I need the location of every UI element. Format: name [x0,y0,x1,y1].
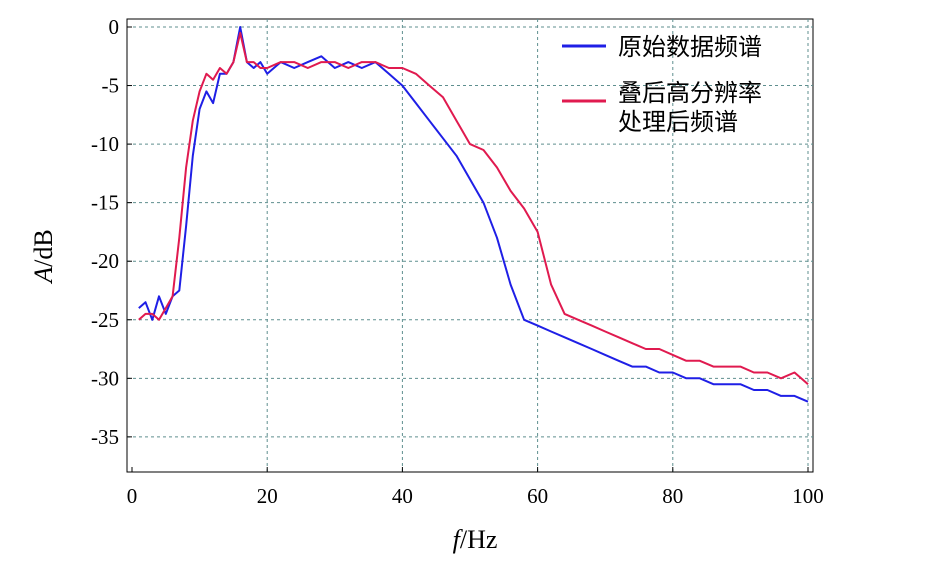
y-axis-label: A/dB [29,229,58,284]
legend-label-original: 原始数据频谱 [618,33,762,61]
y-tick-label: -30 [91,366,119,390]
series-line-processed [138,31,809,385]
y-tick-label: 0 [109,15,120,39]
legend-label-processed: 叠后高分辨率处理后频谱 [618,79,762,136]
y-tick-label: -35 [91,425,119,449]
x-tick-label: 80 [662,484,683,508]
x-axis-label: f/Hz [453,525,498,554]
y-tick-label: -15 [91,191,119,215]
x-tick-label: 60 [527,484,548,508]
legend-label-line: 叠后高分辨率 [618,79,762,107]
x-tick-label: 20 [257,484,278,508]
y-tick-label: -25 [91,308,119,332]
legend-label-line: 处理后频谱 [618,108,738,136]
x-tick-label: 40 [392,484,413,508]
plot-area [126,18,814,473]
series-line-original [138,26,809,403]
x-tick-label: 0 [127,484,138,508]
y-tick-label: -20 [91,249,119,273]
x-tick-labels: 0 20 40 60 80 100 [127,484,824,508]
series-lines [138,26,809,403]
y-tick-label: -5 [102,74,120,98]
x-tick-label: 100 [792,484,824,508]
legend: 原始数据频谱 叠后高分辨率处理后频谱 [562,33,762,136]
y-tick-labels: 0 -5 -10 -15 -20 -25 -30 -35 [91,15,119,449]
y-tick-label: -10 [91,132,119,156]
